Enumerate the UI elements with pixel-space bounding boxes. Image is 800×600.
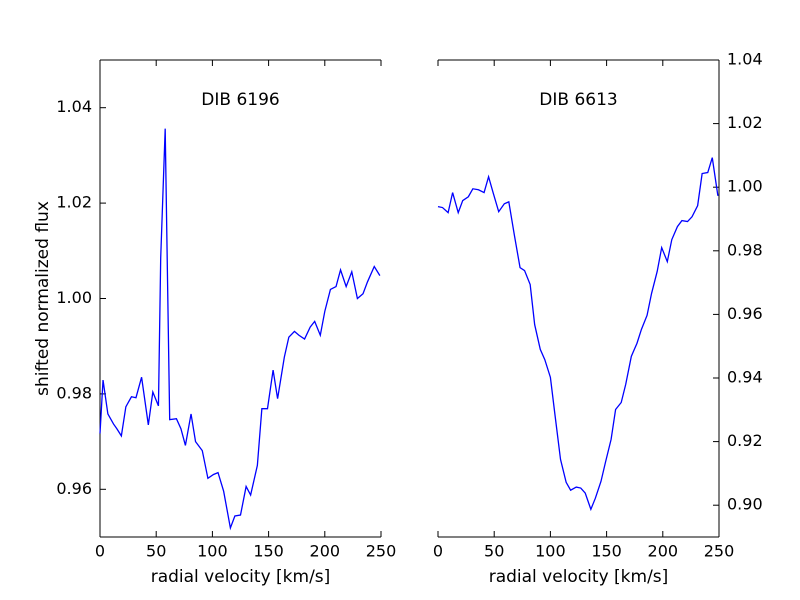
chart-title: DIB 6613 [539, 90, 617, 110]
y-axis-label: shifted normalized flux [33, 201, 53, 396]
y-tick-label: 0.96 [727, 304, 763, 323]
x-axis-label: radial velocity [km/s] [489, 567, 669, 587]
x-tick-label: 150 [253, 542, 284, 561]
x-axis-label: radial velocity [km/s] [151, 567, 331, 587]
y-tick-label: 1.02 [56, 193, 92, 212]
data-line [437, 157, 719, 512]
x-tick-label: 0 [433, 542, 443, 561]
y-tick-label: 1.00 [727, 177, 763, 196]
x-tick-label: 250 [704, 542, 735, 561]
y-tick-label: 1.04 [727, 50, 763, 69]
chart-title: DIB 6196 [201, 90, 279, 110]
y-tick-label: 0.96 [56, 479, 92, 498]
x-tick-label: 0 [95, 542, 105, 561]
x-tick-label: 100 [197, 542, 228, 561]
x-tick-label: 50 [484, 542, 504, 561]
y-tick-label: 0.92 [727, 431, 763, 450]
x-tick-label: 250 [366, 542, 397, 561]
y-tick-label: 0.94 [727, 368, 763, 387]
x-tick-label: 200 [648, 542, 679, 561]
y-tick-label: 0.90 [727, 495, 763, 514]
x-tick-label: 150 [591, 542, 622, 561]
y-tick-label: 0.98 [727, 240, 763, 259]
x-tick-label: 50 [146, 542, 166, 561]
y-tick-label: 1.04 [56, 97, 92, 116]
y-tick-label: 0.98 [56, 383, 92, 402]
x-tick-label: 100 [535, 542, 566, 561]
x-tick-label: 200 [310, 542, 341, 561]
y-tick-label: 1.02 [727, 113, 763, 132]
y-tick-label: 1.00 [56, 288, 92, 307]
data-line [99, 128, 381, 531]
